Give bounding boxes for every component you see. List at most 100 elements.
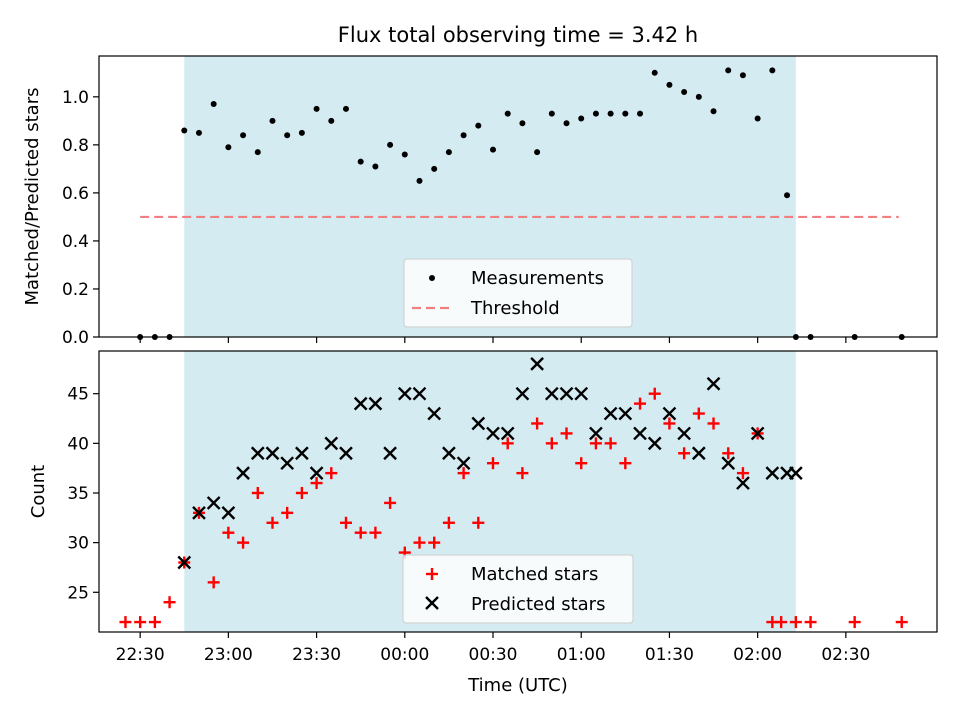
matched-star-point (487, 457, 500, 470)
matched-star-point (775, 616, 788, 629)
predicted-star-point (559, 386, 574, 401)
y-tick-label: 0.0 (62, 328, 89, 348)
x-tick-label: 02:00 (733, 645, 782, 665)
matched-star-point (325, 467, 338, 480)
measurement-point (210, 101, 217, 108)
matched-star-point (663, 417, 676, 430)
matched-star-point (634, 397, 647, 410)
measurement-point (578, 115, 585, 122)
matched-star-point (619, 457, 632, 470)
measurement-point (254, 149, 261, 156)
bottom-y-axis: 25 30 35 40 45 (67, 385, 99, 603)
legend-matched-label: Matched stars (471, 564, 598, 585)
measurement-point (460, 132, 467, 139)
matched-star-point (604, 437, 617, 450)
predicted-star-point (691, 446, 706, 461)
matched-star-point (295, 486, 308, 499)
predicted-star-point (456, 456, 471, 471)
predicted-star-point (750, 426, 765, 441)
matched-star-point (354, 526, 367, 539)
measurement-point (769, 67, 776, 74)
ratio-panel: 0.0 0.2 0.4 0.6 0.8 1.0 Matched/Predicted sta… (22, 55, 938, 348)
predicted-star-point (177, 555, 192, 570)
matched-star-point (516, 467, 529, 480)
matched-star-point (804, 616, 817, 629)
y-tick-label: 30 (67, 534, 89, 554)
predicted-star-point (589, 426, 603, 441)
predicted-star-point (500, 426, 515, 441)
measurement-point (548, 110, 555, 117)
measurement-point (519, 120, 526, 127)
measurement-point (725, 67, 732, 74)
predicted-star-point (295, 446, 309, 461)
top-axes-frame (98, 55, 938, 338)
predicted-star-point (309, 466, 324, 480)
predicted-star-point (633, 426, 647, 441)
measurement-points (137, 67, 905, 340)
matched-star-point (384, 496, 397, 509)
matched-star-point (428, 536, 441, 549)
predicted-star-point (574, 386, 589, 401)
measurement-point (195, 129, 202, 136)
matched-star-point (369, 526, 382, 539)
measurement-point (298, 129, 305, 136)
matched-star-point (281, 506, 294, 519)
matched-star-point (722, 447, 735, 460)
predicted-star-point (236, 466, 250, 480)
predicted-star-point (206, 496, 221, 510)
measurement-point (710, 108, 717, 115)
predicted-star-point (280, 456, 295, 471)
measurement-point (401, 151, 408, 158)
top-legend-box (403, 258, 633, 328)
matched-star-point (472, 516, 485, 529)
matched-star-point (163, 596, 176, 609)
top-legend: Measurements Threshold (403, 258, 633, 328)
x-tick-label: 02:30 (821, 645, 870, 665)
count-panel: 25 30 35 40 45 22:30 23:00 23:30 00:00 00:30 01:0… (28, 350, 938, 696)
matched-star-point (413, 536, 426, 549)
measurement-point (416, 177, 423, 184)
predicted-star-point (647, 436, 662, 451)
matched-star-point (310, 477, 323, 490)
y-tick-label: 0.8 (62, 136, 89, 156)
measurement-point (342, 105, 349, 112)
measurement-point (372, 163, 379, 170)
matched-star-point (134, 616, 147, 629)
measurement-point (490, 146, 497, 153)
measurement-point (534, 149, 541, 156)
predicted-star-point (530, 357, 544, 371)
measurement-point (431, 165, 438, 172)
y-tick-label: 0.2 (62, 280, 89, 300)
legend-measurements-marker (429, 275, 435, 281)
legend-measurements-label: Measurements (471, 268, 604, 289)
predicted-star-point (368, 396, 383, 411)
bottom-y-axis-label: Count (28, 465, 49, 518)
measurement-point (681, 89, 688, 96)
measurement-point (754, 115, 761, 122)
predicted-star-point (544, 386, 559, 401)
top-y-axis: 0.0 0.2 0.4 0.6 0.8 1.0 (62, 88, 99, 348)
measurement-point (784, 192, 791, 199)
matched-star-point (789, 616, 802, 629)
predicted-star-point (192, 505, 206, 520)
matched-star-point (678, 447, 691, 460)
x-tick-label: 01:00 (557, 645, 606, 665)
matched-star-point (251, 486, 264, 499)
predicted-star-point (442, 446, 456, 461)
y-tick-label: 45 (67, 385, 89, 405)
matched-star-point (848, 616, 861, 629)
measurement-point (563, 120, 570, 127)
bottom-x-axis: 22:30 23:00 23:30 00:00 00:30 01:00 01:30 02:00… (116, 632, 870, 665)
matched-star-point (589, 437, 602, 450)
bottom-axes-frame (98, 350, 938, 633)
matched-star-point (237, 536, 250, 549)
measurement-point (592, 110, 599, 117)
predicted-star-point (677, 426, 691, 441)
measurement-point (181, 127, 188, 134)
predicted-star-point (603, 406, 618, 421)
matched-star-point (266, 516, 279, 529)
legend-predicted-marker (425, 596, 439, 610)
measurement-point (695, 93, 702, 100)
x-tick-label: 22:30 (116, 645, 165, 665)
